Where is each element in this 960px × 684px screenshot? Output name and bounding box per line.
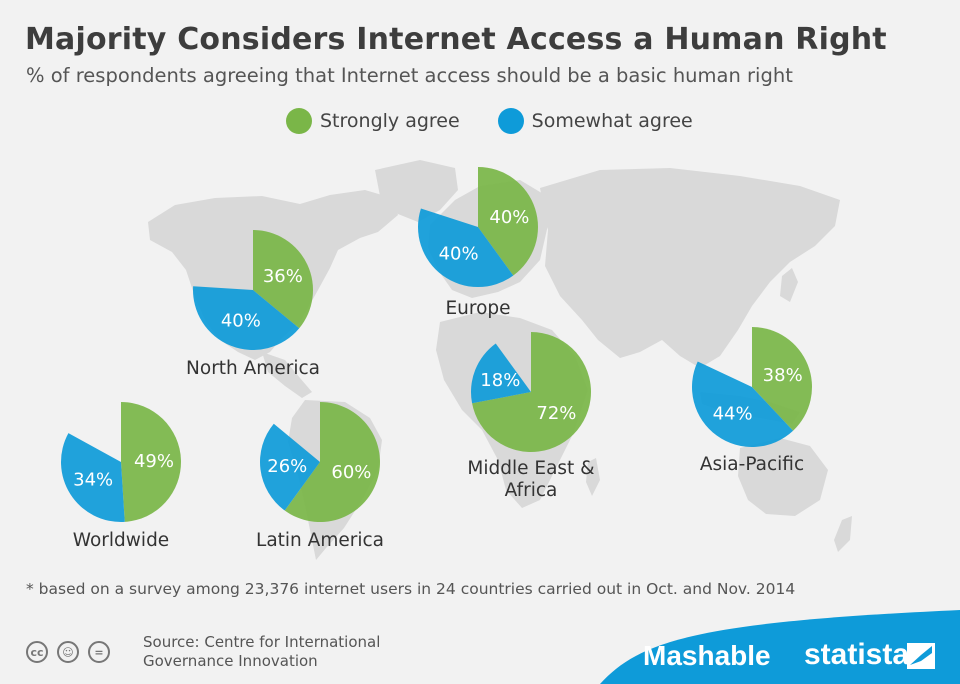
region-label-middle-east-africa-2: Africa xyxy=(505,480,558,501)
label-somewhat-agree-latin-america: 26% xyxy=(267,456,307,477)
source-line-1: Source: Centre for International xyxy=(143,633,381,651)
nd-icon: = xyxy=(88,641,110,663)
legend-label-strongly-agree: Strongly agree xyxy=(320,110,460,132)
label-strongly-agree-north-america: 36% xyxy=(263,266,303,287)
source-line-2: Governance Innovation xyxy=(143,652,318,670)
slice-strongly-agree-north-america xyxy=(253,230,314,329)
pie-group: 40% 40% Europe 36% 40% North America 72% 18% Mid… xyxy=(61,167,813,551)
slice-somewhat-agree-latin-america xyxy=(260,423,320,511)
label-strongly-agree-middle-east-africa: 72% xyxy=(536,403,576,424)
region-label-europe: Europe xyxy=(445,298,510,319)
legend-swatch-strongly-agree xyxy=(286,108,312,134)
region-label-latin-america: Latin America xyxy=(256,530,384,551)
region-label-asia-pacific: Asia-Pacific xyxy=(700,454,804,475)
chart-title: Majority Considers Internet Access a Hum… xyxy=(25,22,887,57)
slice-strongly-agree-asia-pacific xyxy=(752,327,813,431)
footnote: * based on a survey among 23,376 interne… xyxy=(26,580,796,598)
slice-somewhat-agree-middle-east-africa xyxy=(471,343,531,404)
region-label-north-america: North America xyxy=(186,358,320,379)
region-label-middle-east-africa-1: Middle East & xyxy=(467,458,594,479)
label-somewhat-agree-middle-east-africa: 18% xyxy=(480,370,520,391)
statista-mark-icon xyxy=(907,643,935,669)
license-icons: cc ☺ = xyxy=(26,641,119,663)
label-strongly-agree-europe: 40% xyxy=(489,207,529,228)
slice-somewhat-agree-worldwide xyxy=(61,433,125,522)
legend-entry-strongly-agree: Strongly agree xyxy=(286,108,460,134)
legend-label-somewhat-agree: Somewhat agree xyxy=(531,110,693,132)
slice-strongly-agree-middle-east-africa xyxy=(472,332,592,453)
cc-icon: cc xyxy=(26,641,48,663)
label-strongly-agree-worldwide: 49% xyxy=(134,451,174,472)
slice-somewhat-agree-asia-pacific xyxy=(692,361,794,448)
chart-subtitle: % of respondents agreeing that Internet … xyxy=(26,64,793,87)
label-somewhat-agree-north-america: 40% xyxy=(221,311,261,332)
slice-strongly-agree-europe xyxy=(478,167,538,276)
label-somewhat-agree-worldwide: 34% xyxy=(73,470,113,491)
legend-entry-somewhat-agree: Somewhat agree xyxy=(497,108,693,134)
legend: Strongly agree Somewhat agree xyxy=(286,108,731,134)
source-text: Source: Centre for International Governa… xyxy=(143,633,380,671)
slice-somewhat-agree-north-america xyxy=(192,286,300,350)
by-icon: ☺ xyxy=(57,641,79,663)
legend-swatch-somewhat-agree xyxy=(497,108,524,134)
slice-strongly-agree-worldwide xyxy=(121,402,181,522)
slice-strongly-agree-latin-america xyxy=(284,402,380,522)
mashable-logo: Mashable xyxy=(643,640,771,671)
label-strongly-agree-latin-america: 60% xyxy=(331,462,371,483)
label-somewhat-agree-europe: 40% xyxy=(439,244,479,265)
label-strongly-agree-asia-pacific: 38% xyxy=(763,365,803,386)
statista-logo: statista xyxy=(804,638,910,671)
label-somewhat-agree-asia-pacific: 44% xyxy=(713,404,753,425)
region-label-worldwide: Worldwide xyxy=(73,530,169,551)
slice-somewhat-agree-europe xyxy=(418,208,514,287)
